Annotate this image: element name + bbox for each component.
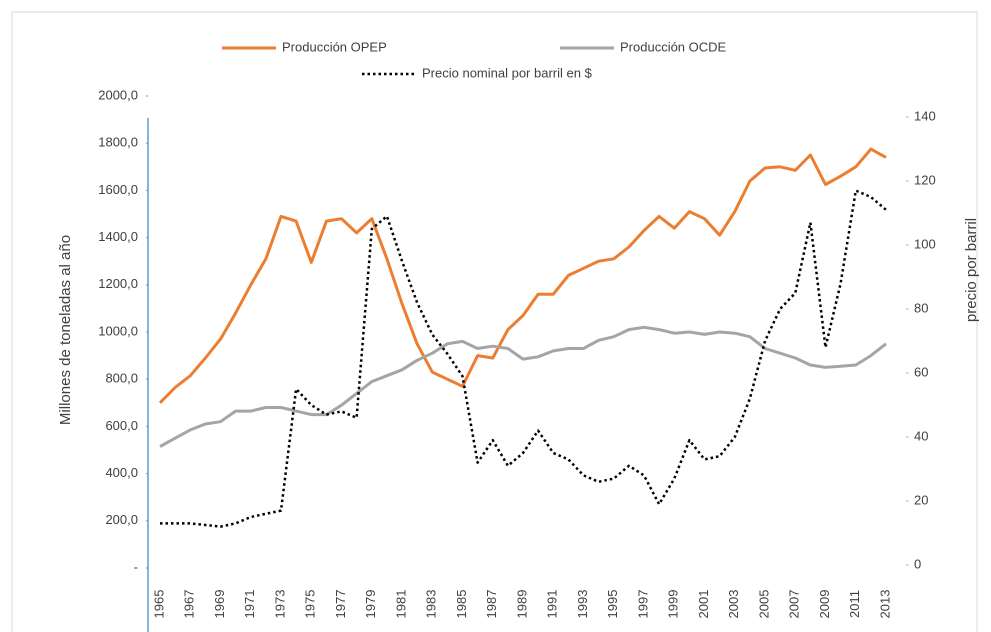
y2-tick-label: 20 xyxy=(914,492,928,507)
x-tick-label: 2009 xyxy=(817,590,832,619)
x-tick-label: 1999 xyxy=(666,590,681,619)
y-tick-label: 1000,0 xyxy=(98,323,138,338)
x-tick-label: 1979 xyxy=(363,590,378,619)
x-tick-label: 1971 xyxy=(242,590,257,619)
x-tick-label: 2005 xyxy=(756,590,771,619)
series-line xyxy=(158,147,887,404)
x-tick-label: 1981 xyxy=(393,590,408,619)
x-tick-label: 1993 xyxy=(575,590,590,619)
x-tick-label: 1975 xyxy=(303,590,318,619)
x-tick-label: 1995 xyxy=(605,590,620,619)
y-axis-label: Millones de toneladas al año xyxy=(57,235,74,425)
legend-label: Producción OPEP xyxy=(282,39,387,54)
x-tick-label: 1991 xyxy=(545,590,560,619)
y-tick-label: - xyxy=(134,559,138,574)
y-tick-label: 1600,0 xyxy=(98,182,138,197)
x-tick-label: 1965 xyxy=(151,590,166,619)
y-tick-label: 2000,0 xyxy=(98,87,138,102)
y-tick-label: 1200,0 xyxy=(98,276,138,291)
x-tick-label: 1997 xyxy=(635,590,650,619)
x-tick-label: 1985 xyxy=(454,590,469,619)
x-tick-label: 2001 xyxy=(696,590,711,619)
x-tick-label: 2011 xyxy=(847,590,862,618)
legend-label: Precio nominal por barril en $ xyxy=(422,65,593,80)
x-tick-label: 1969 xyxy=(212,590,227,619)
y2-tick-label: 0 xyxy=(914,556,921,571)
y2-tick-label: 140 xyxy=(914,108,936,123)
legend-label: Producción OCDE xyxy=(620,39,727,54)
y-tick-label: 200,0 xyxy=(105,512,138,527)
x-tick-label: 2013 xyxy=(877,590,892,619)
y-tick-label: 1400,0 xyxy=(98,229,138,244)
series-line xyxy=(159,325,887,448)
x-tick-label: 2003 xyxy=(726,590,741,619)
x-tick-label: 1989 xyxy=(514,590,529,619)
y2-tick-label: 100 xyxy=(914,236,936,251)
y2-tick-label: 120 xyxy=(914,172,936,187)
series-line xyxy=(160,189,887,528)
x-tick-label: 1983 xyxy=(424,590,439,619)
x-tick-label: 2007 xyxy=(787,590,802,619)
x-tick-label: 1977 xyxy=(333,590,348,619)
chart-frame xyxy=(11,11,978,632)
y2-tick-label: 60 xyxy=(914,364,928,379)
x-tick-label: 1987 xyxy=(484,590,499,619)
y2-axis-label: precio por barril xyxy=(963,218,980,322)
y2-tick-label: 80 xyxy=(914,300,928,315)
y2-tick-label: 40 xyxy=(914,428,928,443)
y-tick-label: 600,0 xyxy=(105,418,138,433)
y-tick-label: 400,0 xyxy=(105,465,138,480)
x-tick-label: 1967 xyxy=(182,590,197,619)
y-tick-label: 800,0 xyxy=(105,371,138,386)
x-tick-label: 1973 xyxy=(272,590,287,619)
y-tick-label: 1800,0 xyxy=(98,135,138,150)
